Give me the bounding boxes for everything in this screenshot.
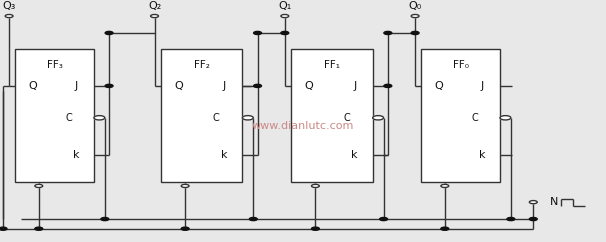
Bar <box>161 49 242 181</box>
Text: Q: Q <box>28 81 37 91</box>
Text: FF₁: FF₁ <box>324 60 340 70</box>
Text: k: k <box>73 150 80 160</box>
Circle shape <box>0 227 7 230</box>
Bar <box>421 49 500 181</box>
Text: Q: Q <box>304 81 313 91</box>
Text: k: k <box>221 150 228 160</box>
Circle shape <box>101 218 109 221</box>
Bar <box>291 49 373 181</box>
Text: k: k <box>351 150 358 160</box>
Circle shape <box>105 84 113 87</box>
Text: J: J <box>75 81 78 91</box>
Text: Q₂: Q₂ <box>148 1 161 11</box>
Text: Q: Q <box>434 81 443 91</box>
Text: FF₂: FF₂ <box>193 60 210 70</box>
Circle shape <box>500 116 511 120</box>
Circle shape <box>151 15 159 18</box>
Bar <box>15 49 94 181</box>
Text: C: C <box>343 113 350 123</box>
Text: C: C <box>213 113 219 123</box>
Circle shape <box>5 15 13 18</box>
Text: J: J <box>223 81 226 91</box>
Circle shape <box>411 15 419 18</box>
Circle shape <box>379 218 388 221</box>
Circle shape <box>281 31 289 35</box>
Circle shape <box>441 184 448 188</box>
Circle shape <box>311 227 319 230</box>
Circle shape <box>384 31 392 35</box>
Circle shape <box>373 116 384 120</box>
Text: k: k <box>479 150 486 160</box>
Circle shape <box>281 15 289 18</box>
Text: Q₁: Q₁ <box>278 1 291 11</box>
Text: Q: Q <box>174 81 183 91</box>
Text: J: J <box>481 81 484 91</box>
Circle shape <box>181 227 189 230</box>
Circle shape <box>94 116 105 120</box>
Text: www.dianlutc.com: www.dianlutc.com <box>252 121 354 131</box>
Circle shape <box>507 218 515 221</box>
Text: FF₀: FF₀ <box>453 60 468 70</box>
Text: C: C <box>65 113 72 123</box>
Circle shape <box>530 201 537 204</box>
Circle shape <box>35 227 42 230</box>
Circle shape <box>105 31 113 35</box>
Text: N: N <box>550 197 559 207</box>
Circle shape <box>250 218 258 221</box>
Text: Q₀: Q₀ <box>408 1 422 11</box>
Text: Q₃: Q₃ <box>2 1 16 11</box>
Circle shape <box>35 184 42 188</box>
Text: C: C <box>471 113 478 123</box>
Circle shape <box>181 184 189 188</box>
Text: J: J <box>353 81 356 91</box>
Text: FF₃: FF₃ <box>47 60 62 70</box>
Circle shape <box>384 84 392 87</box>
Circle shape <box>530 218 537 221</box>
Circle shape <box>254 31 262 35</box>
Circle shape <box>242 116 253 120</box>
Circle shape <box>254 84 262 87</box>
Circle shape <box>441 227 448 230</box>
Circle shape <box>311 184 319 188</box>
Circle shape <box>411 31 419 35</box>
